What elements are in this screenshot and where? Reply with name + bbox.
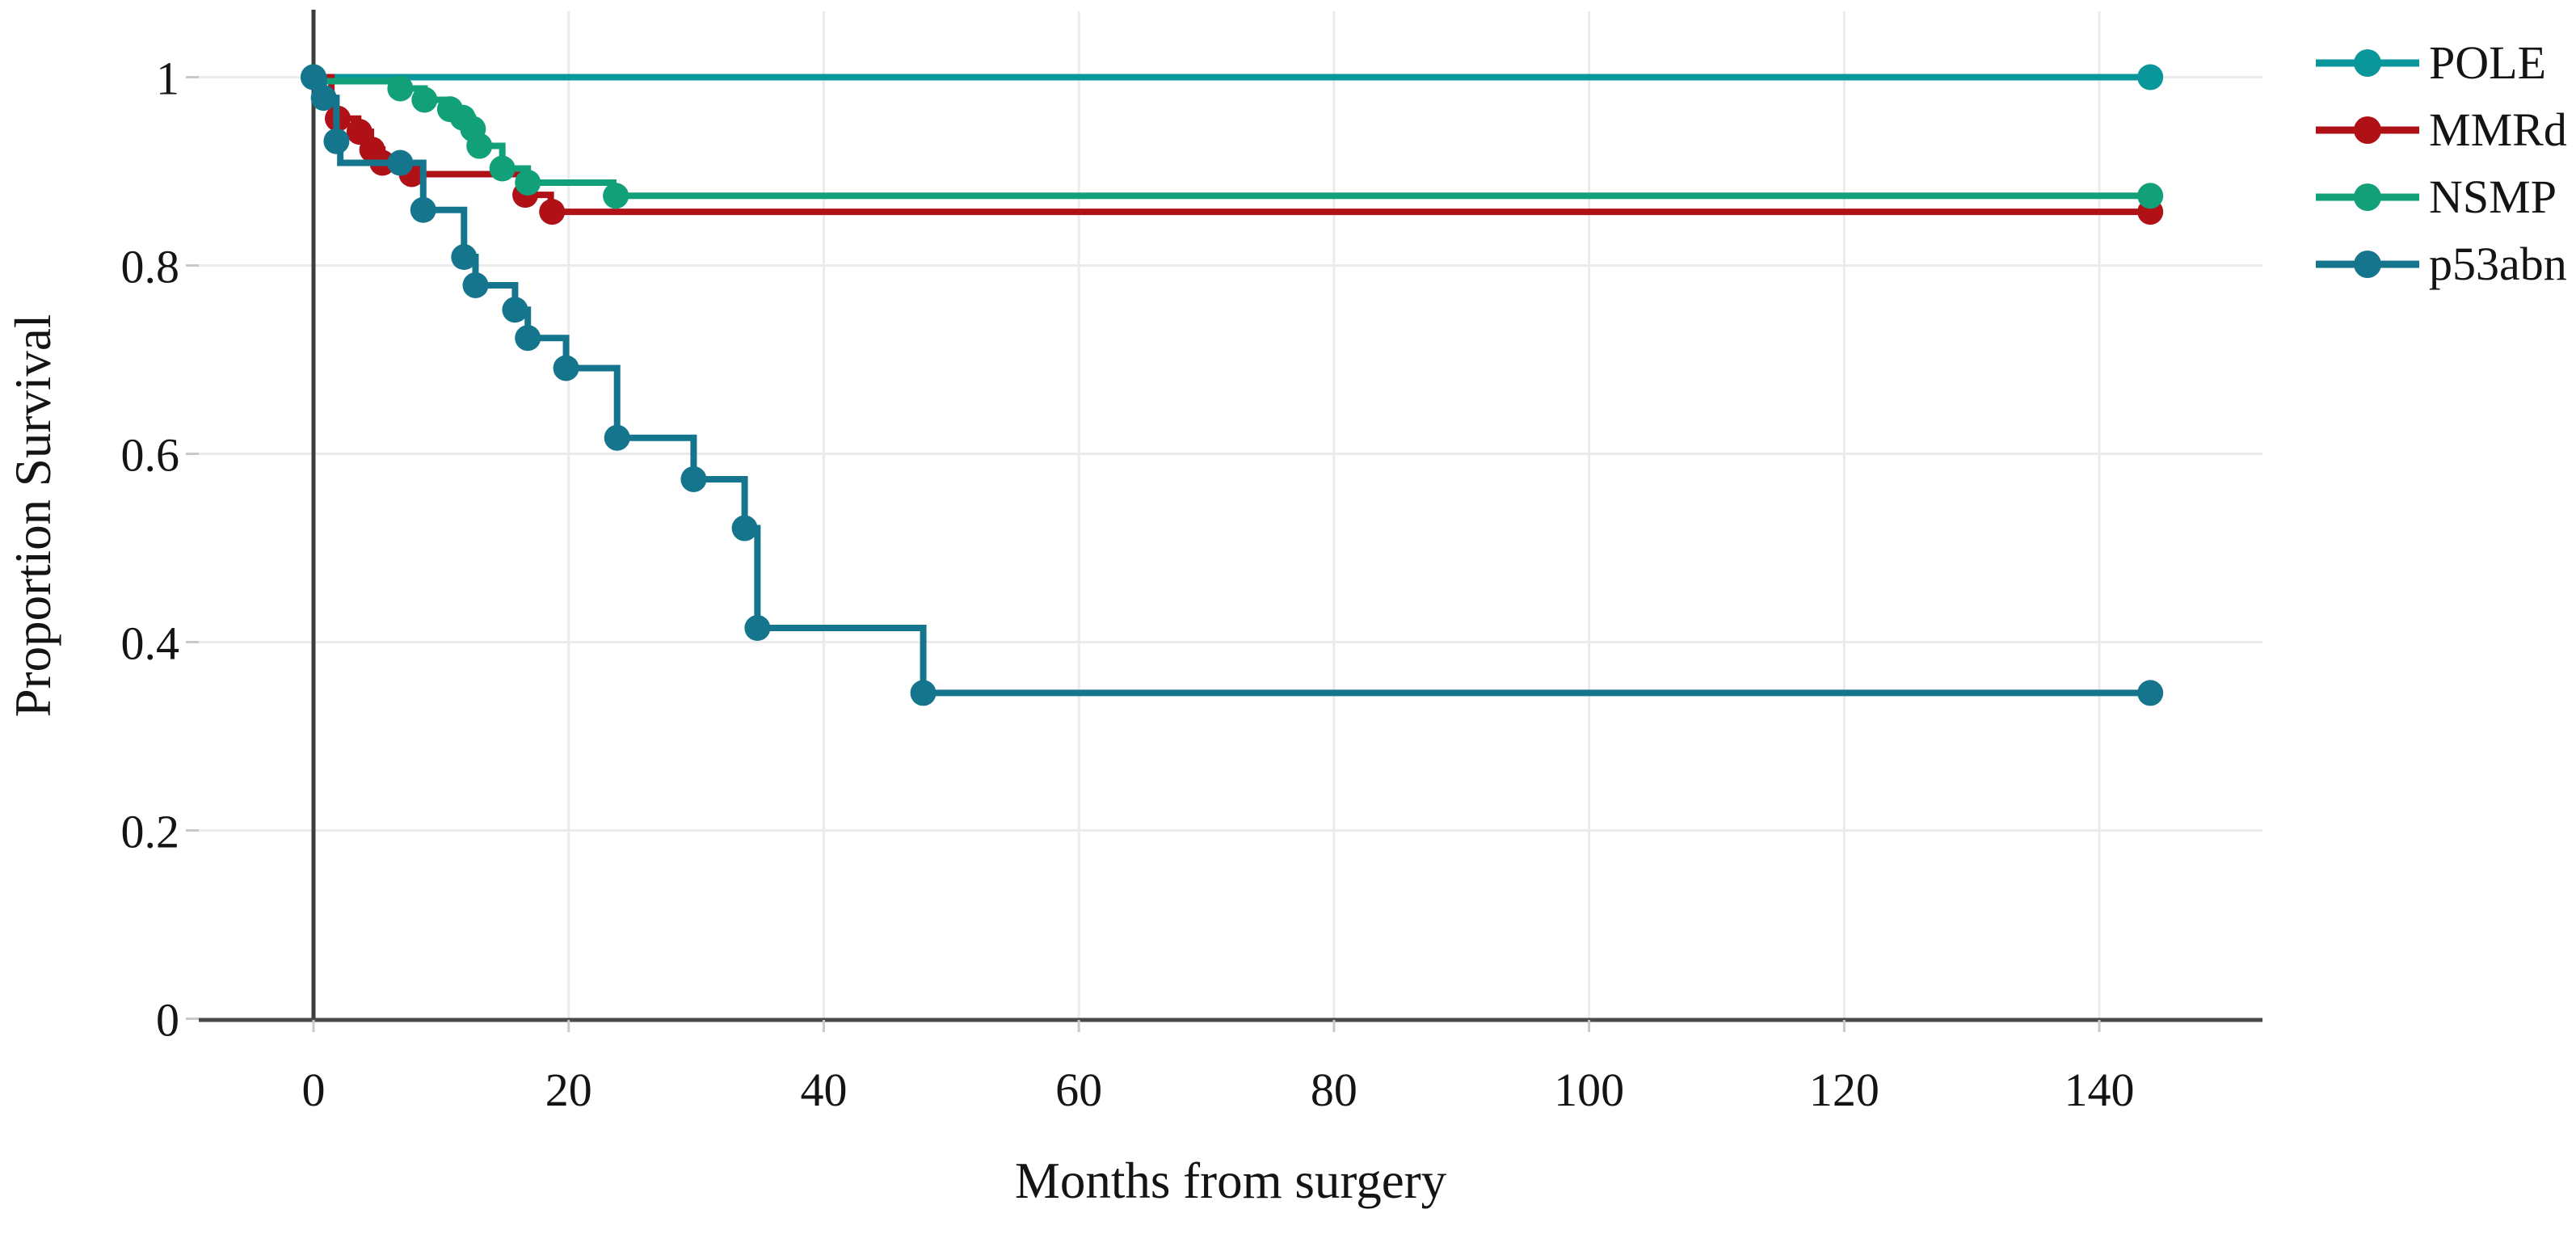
censor-marker-p53abn [323,128,350,154]
y-tick-label: 0.2 [121,806,180,858]
x-tick-label: 120 [1809,1064,1879,1116]
censor-marker-p53abn [680,466,707,492]
censor-marker-p53abn [515,325,541,352]
y-axis-title: Proportion Survival [5,314,61,718]
censor-marker-NSMP [515,169,541,196]
series-line-MMRd [314,74,2151,216]
censor-marker-p53abn [731,515,758,541]
legend: POLE MMRd NSMP p53abn [2316,36,2567,290]
legend-label: POLE [2429,36,2546,89]
legend-item-POLE: POLE [2316,36,2546,89]
legend-item-p53abn: p53abn [2316,238,2567,290]
y-tick-label: 0.4 [121,617,180,670]
censor-marker-NSMP [387,75,414,102]
legend-marker-dot [2354,49,2381,77]
legend-label: p53abn [2429,238,2567,290]
censor-marker-MMRd [346,119,373,145]
censor-marker-p53abn [451,244,478,271]
y-tick-label: 0 [156,994,179,1047]
censor-marker-p53abn [310,85,337,112]
censor-marker-NSMP [489,155,516,182]
x-tick-label: 100 [1554,1064,1624,1116]
x-tick-label: 80 [1311,1064,1357,1116]
legend-item-MMRd: MMRd [2316,103,2567,156]
censor-marker-p53abn [502,297,528,323]
censor-marker-p53abn [410,196,436,223]
censor-marker-NSMP [411,86,438,113]
censor-marker-p53abn [462,272,489,298]
x-axis-title: Months from surgery [1015,1152,1447,1209]
censor-marker-p53abn [910,680,937,706]
x-tick-label: 60 [1055,1064,1102,1116]
censor-marker-p53abn [2137,680,2164,706]
x-tick-label: 40 [800,1064,847,1116]
legend-marker-dot [2354,183,2381,211]
censor-marker-p53abn [301,64,326,91]
series-line-NSMP [314,78,2151,200]
legend-marker-dot [2354,116,2381,144]
censor-marker-p53abn [553,355,579,381]
censor-marker-NSMP [603,183,629,209]
legend-item-NSMP: NSMP [2316,171,2557,223]
censor-marker-p53abn [387,150,414,176]
censor-marker-MMRd [539,199,566,225]
y-tick-label: 0.8 [121,241,180,293]
censor-marker-POLE [2137,64,2164,91]
x-tick-label: 140 [2065,1064,2135,1116]
y-tick-label: 0.6 [121,429,180,482]
plot-area: 0 20 40 60 80 100 120 140 0 0.2 0.4 0.6 0.8 1 POLE MMRd… [121,10,2567,1116]
legend-label: NSMP [2429,171,2557,223]
censor-marker-NSMP [466,133,493,159]
series-line-p53abn [314,74,2151,697]
x-tick-label: 0 [302,1064,326,1116]
censor-marker-p53abn [744,615,771,642]
y-tick-label: 1 [156,53,179,105]
x-tick-label: 20 [545,1064,592,1116]
legend-marker-dot [2354,251,2381,278]
censor-marker-p53abn [604,424,630,451]
censor-marker-NSMP [2137,183,2164,209]
legend-label: MMRd [2429,103,2567,156]
